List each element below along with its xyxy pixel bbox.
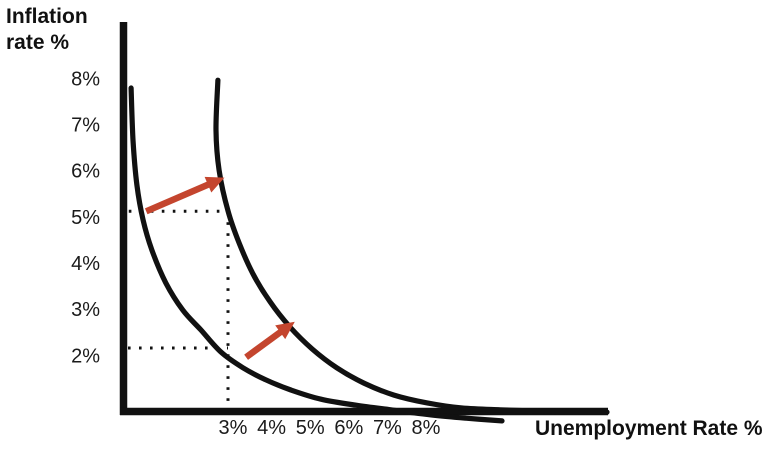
y-tick-label: 7%	[71, 115, 100, 137]
shift-arrow-upper-head	[204, 176, 225, 193]
x-axis-title: Unemployment Rate %	[535, 417, 763, 440]
y-tick-label: 5%	[71, 207, 100, 229]
y-tick-label: 2%	[71, 345, 100, 367]
short-run-phillips-curve-initial	[128, 85, 505, 424]
y-tick-label: 3%	[71, 299, 100, 321]
shift-arrow-upper-shaft	[144, 180, 213, 215]
x-tick-label: 3%	[219, 417, 248, 439]
shift-arrow-lower-head	[275, 321, 295, 340]
x-tick-label: 4%	[257, 417, 286, 439]
y-tick-label: 8%	[71, 68, 100, 90]
y-tick-label: 6%	[71, 161, 100, 183]
short-run-phillips-curve-shifted-right	[213, 77, 610, 415]
y-axis-title: Inflation rate %	[6, 5, 88, 54]
shift-arrow-lower-shaft	[244, 327, 286, 360]
x-tick-label: 8%	[412, 417, 441, 439]
x-tick-label: 7%	[373, 417, 402, 439]
x-tick-label: 5%	[296, 417, 325, 439]
x-tick-label: 6%	[334, 417, 363, 439]
y-tick-label: 4%	[71, 253, 100, 275]
